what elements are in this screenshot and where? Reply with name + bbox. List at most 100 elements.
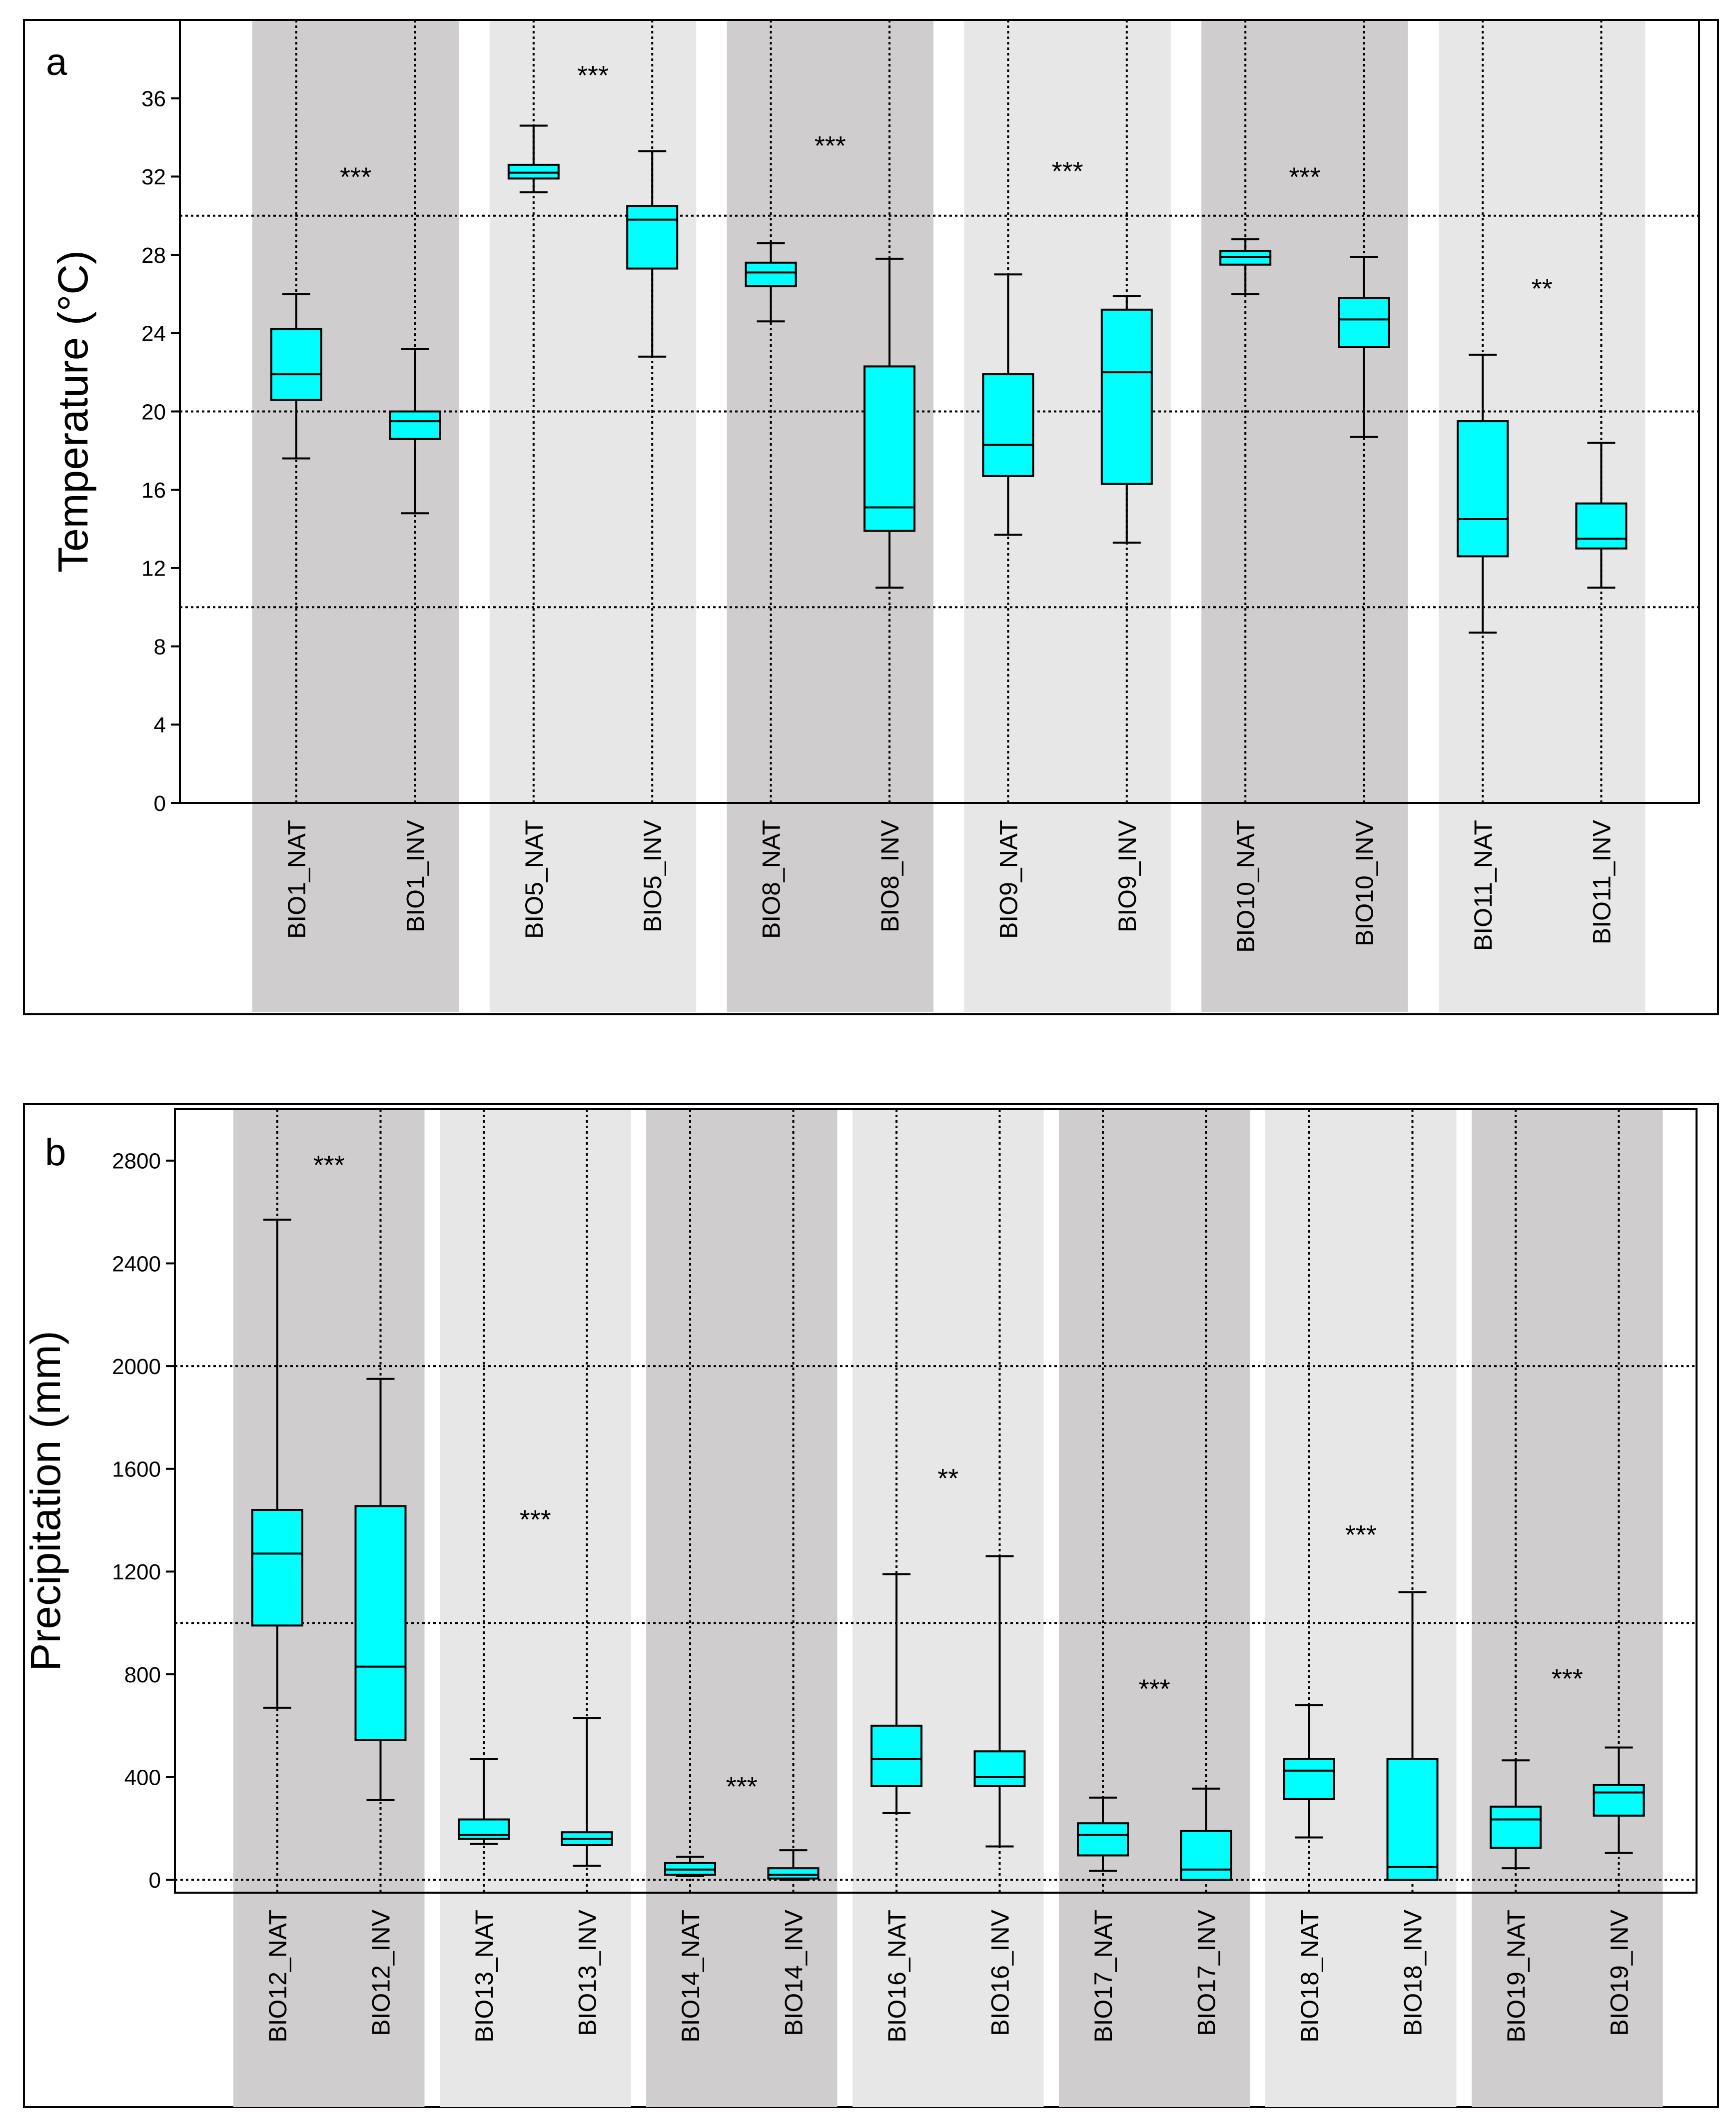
y-tick-label: 32	[141, 165, 166, 189]
box-BIO11_NAT	[1457, 353, 1509, 634]
group-band-BIO9	[964, 20, 1171, 1012]
box-BIO10_INV	[1338, 256, 1390, 438]
category-label-BIO12_NAT: BIO12_NAT	[264, 1910, 292, 2043]
y-tick-label: 36	[141, 87, 166, 111]
box-iqr	[767, 1867, 820, 1880]
box-BIO14_NAT	[664, 1856, 716, 1877]
y-tick-label: 8	[154, 635, 166, 659]
box-BIO11_INV	[1575, 442, 1628, 589]
significance-BIO13: ***	[520, 1504, 551, 1534]
y-tick-label: 400	[124, 1765, 161, 1790]
category-label-BIO18_INV: BIO18_INV	[1399, 1909, 1427, 2036]
box-iqr	[1283, 1758, 1335, 1800]
box-iqr	[1180, 1830, 1232, 1881]
significance-BIO16: **	[937, 1463, 958, 1493]
box-iqr	[745, 261, 797, 287]
box-BIO10_NAT	[1219, 238, 1272, 295]
box-BIO8_INV	[864, 257, 915, 589]
y-axis-title: Precipitation (mm)	[22, 1331, 69, 1671]
significance-BIO9: ***	[1052, 156, 1083, 186]
box-iqr	[1100, 308, 1153, 485]
category-label-BIO11_INV: BIO11_INV	[1588, 819, 1616, 944]
significance-BIO1: ***	[340, 162, 371, 192]
panel-label: a	[46, 41, 67, 83]
box-BIO12_INV	[354, 1378, 407, 1801]
box-BIO1_INV	[389, 348, 441, 515]
category-label-BIO14_INV: BIO14_INV	[780, 1909, 808, 2036]
box-BIO16_INV	[973, 1555, 1026, 1848]
box-iqr	[1490, 1805, 1542, 1849]
panel-b-precipitation: 0 400 800 1200 1600 2000 2400 2800 Precipitation…	[22, 1103, 1719, 2108]
category-label-BIO17_INV: BIO17_INV	[1193, 1909, 1221, 2036]
category-label-BIO16_INV: BIO16_INV	[986, 1909, 1014, 2036]
box-BIO1_NAT	[270, 293, 322, 460]
box-BIO12_NAT	[251, 1219, 303, 1709]
y-tick-label: 28	[141, 243, 166, 268]
group-band-BIO10	[1201, 20, 1408, 1012]
group-band-BIO14	[646, 1109, 838, 2107]
group-band-BIO18	[1265, 1109, 1457, 2107]
box-iqr	[870, 1724, 922, 1787]
significance-BIO18: ***	[1345, 1520, 1377, 1550]
panel-b-plot-area	[174, 1108, 1698, 1894]
y-tick-label: 0	[149, 1868, 161, 1893]
y-tick-label: 24	[141, 322, 166, 346]
category-label-BIO19_INV: BIO19_INV	[1606, 1909, 1634, 2036]
box-iqr	[1575, 502, 1628, 550]
y-tick-label: 2800	[112, 1149, 161, 1174]
y-tick-label: 800	[124, 1663, 161, 1687]
y-tick-label: 16	[141, 478, 166, 503]
category-label-BIO17_NAT: BIO17_NAT	[1089, 1910, 1117, 2043]
box-BIO17_NAT	[1077, 1796, 1129, 1872]
y-tick-label: 4	[154, 713, 166, 737]
box-iqr	[1338, 297, 1390, 348]
significance-BIO19: ***	[1552, 1664, 1583, 1694]
box-BIO9_INV	[1100, 295, 1153, 544]
category-label-BIO11_NAT: BIO11_NAT	[1469, 820, 1497, 951]
category-label-BIO13_NAT: BIO13_NAT	[470, 1910, 498, 2043]
box-iqr	[354, 1505, 407, 1741]
group-band-BIO16	[853, 1109, 1044, 2107]
y-tick-label: 1600	[112, 1457, 161, 1482]
category-label-BIO5_INV: BIO5_INV	[639, 819, 667, 932]
group-band-BIO1	[252, 20, 459, 1012]
panel-a-temperature: 0 4 8 12 16 20 24 28 32 36 Temperature (°C) a BIO1_N…	[23, 19, 1719, 1015]
category-label-BIO8_NAT: BIO8_NAT	[758, 820, 786, 939]
box-iqr	[1386, 1758, 1439, 1881]
category-label-BIO1_INV: BIO1_INV	[401, 819, 429, 932]
significance-BIO10: ***	[1289, 162, 1320, 192]
panel-label: b	[45, 1131, 66, 1174]
box-BIO5_INV	[626, 150, 679, 358]
box-BIO16_NAT	[870, 1573, 922, 1814]
y-tick-label: 1200	[112, 1560, 161, 1584]
category-label-BIO14_NAT: BIO14_NAT	[677, 1910, 705, 2043]
y-tick-label: 12	[141, 557, 166, 581]
box-BIO13_INV	[561, 1717, 613, 1867]
box-BIO13_NAT	[458, 1758, 510, 1845]
box-BIO18_NAT	[1283, 1704, 1335, 1839]
significance-BIO5: ***	[577, 60, 609, 90]
category-label-BIO16_NAT: BIO16_NAT	[883, 1910, 911, 2043]
box-BIO8_NAT	[745, 242, 797, 323]
category-label-BIO1_NAT: BIO1_NAT	[283, 820, 311, 939]
significance-BIO8: ***	[815, 131, 846, 161]
category-label-BIO12_INV: BIO12_INV	[367, 1909, 395, 2036]
y-axis-title: Temperature (°C)	[49, 250, 96, 573]
group-band-BIO17	[1059, 1109, 1250, 2107]
category-label-BIO9_NAT: BIO9_NAT	[994, 820, 1022, 939]
category-label-BIO19_NAT: BIO19_NAT	[1502, 1910, 1530, 2043]
significance-BIO14: ***	[726, 1772, 758, 1802]
group-band-BIO5	[489, 20, 697, 1012]
box-iqr	[389, 410, 441, 440]
y-tick-label: 2000	[112, 1355, 161, 1379]
box-BIO19_INV	[1593, 1746, 1645, 1854]
y-tick-label: 20	[141, 400, 166, 424]
box-iqr	[626, 205, 679, 270]
category-label-BIO5_NAT: BIO5_NAT	[520, 820, 548, 939]
y-tick-label: 2400	[112, 1252, 161, 1276]
box-BIO17_INV	[1180, 1787, 1232, 1881]
significance-BIO17: ***	[1139, 1674, 1170, 1704]
category-label-BIO9_INV: BIO9_INV	[1113, 819, 1141, 932]
significance-BIO11: **	[1532, 274, 1553, 304]
